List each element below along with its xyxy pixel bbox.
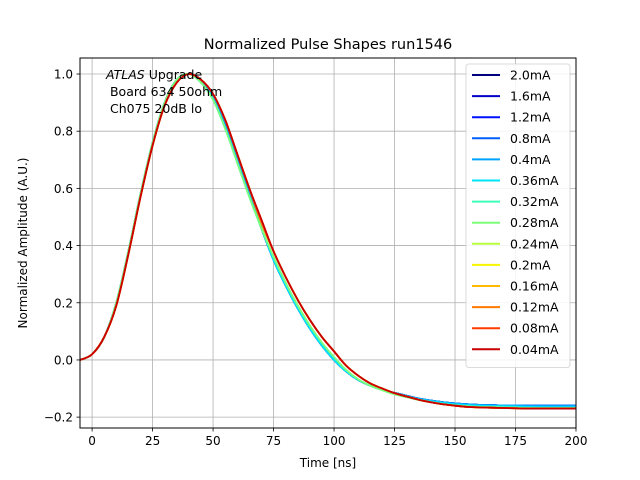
x-axis-label: Time [ns]: [299, 456, 356, 470]
atlas-annotation-line1: ATLAS Upgrade: [105, 67, 202, 82]
legend-entry: 0.16mA: [472, 279, 559, 294]
x-tick-label: 50: [205, 434, 220, 448]
y-tick-label: 0.0: [54, 353, 73, 367]
legend-label: 0.32mA: [510, 194, 559, 209]
y-tick-label: 0.8: [54, 125, 73, 139]
legend-label: 0.36mA: [510, 173, 559, 188]
x-tick-label: 75: [266, 434, 281, 448]
axis-ticks: 0 25 50 75 100 125 150 175 200 −0.2 0.0 0.2 0.4 0.6 0.…: [44, 68, 588, 448]
y-tick-label: −0.2: [44, 411, 73, 425]
series-line-0.04mA: [80, 73, 576, 410]
legend-label: 0.08mA: [510, 321, 559, 336]
upgrade-label: Upgrade: [145, 67, 203, 82]
x-tick-label: 0: [88, 434, 96, 448]
chart-title: Normalized Pulse Shapes run1546: [204, 37, 452, 53]
legend-label: 1.2mA: [510, 110, 551, 125]
legend-label: 0.4mA: [510, 152, 551, 167]
x-tick-label: 150: [444, 434, 467, 448]
legend-entry: 0.36mA: [472, 173, 559, 188]
legend-entry: 0.04mA: [472, 342, 559, 357]
y-axis-label: Normalized Amplitude (A.U.): [16, 158, 30, 329]
series-lines: [80, 73, 576, 410]
legend-entry: 0.28mA: [472, 215, 559, 230]
legend-entry: 0.12mA: [472, 300, 559, 315]
legend-entry: 0.2mA: [472, 257, 551, 272]
y-tick-label: 0.2: [54, 296, 73, 310]
legend-label: 0.16mA: [510, 279, 559, 294]
legend-entry: 2.0mA: [472, 68, 551, 83]
legend-label: 0.8mA: [510, 131, 551, 146]
y-tick-label: 0.6: [54, 182, 73, 196]
legend-entry: 0.32mA: [472, 194, 559, 209]
legend-label: 0.2mA: [510, 257, 551, 272]
legend-label: 0.04mA: [510, 342, 559, 357]
legend-frame: [465, 63, 571, 368]
legend-entry: 1.2mA: [472, 110, 551, 125]
legend-label: 0.28mA: [510, 215, 559, 230]
x-tick-label: 200: [565, 434, 588, 448]
legend-label: 2.0mA: [510, 68, 551, 83]
legend-entry: 0.4mA: [472, 152, 551, 167]
plot-frame: [79, 57, 577, 429]
y-tick-label: 0.4: [54, 239, 73, 253]
x-tick-label: 25: [145, 434, 160, 448]
legend-entry: 0.24mA: [472, 236, 559, 251]
x-tick-label: 175: [504, 434, 527, 448]
x-tick-label: 100: [323, 434, 346, 448]
atlas-label: ATLAS: [105, 67, 145, 82]
y-tick-label: 1.0: [54, 68, 73, 82]
x-tick-label: 125: [383, 434, 406, 448]
legend-entry: 0.8mA: [472, 131, 551, 146]
legend: 2.0mA 1.6mA 1.2mA 0.8mA 0.4mA 0.36mA 0.32mA 0.2…: [465, 63, 571, 368]
legend-label: 0.24mA: [510, 236, 559, 251]
atlas-annotation-line3: Ch075 20dB lo: [106, 101, 202, 116]
atlas-annotation-line2: Board 634 50ohm: [106, 84, 222, 99]
legend-label: 1.6mA: [510, 89, 551, 104]
legend-entry: 1.6mA: [472, 89, 551, 104]
legend-entry: 0.08mA: [472, 321, 559, 336]
legend-label: 0.12mA: [510, 300, 559, 315]
